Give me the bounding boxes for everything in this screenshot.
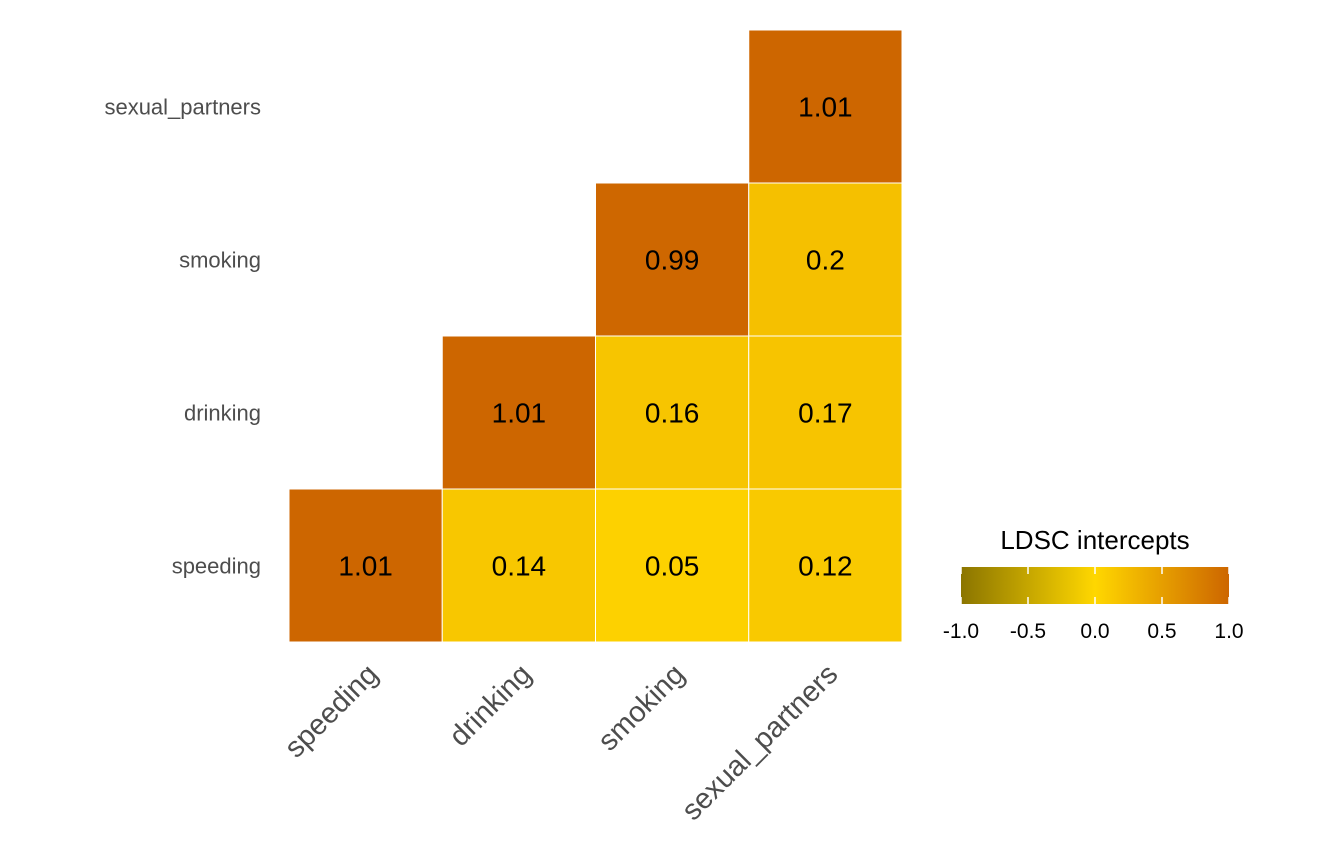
cell-value-label-smoking-speeding: 0.05 xyxy=(645,551,700,582)
cell-value-label-sexual_partners-speeding: 0.12 xyxy=(798,551,853,582)
heatmap-cells xyxy=(288,29,903,643)
cell-value-label-sexual_partners-smoking: 0.2 xyxy=(806,245,845,276)
cell-value-label-drinking-speeding: 0.14 xyxy=(492,551,547,582)
heatmap-cell-sexual_partners-drinking xyxy=(748,335,903,490)
legend-tick-label: 1.0 xyxy=(1214,620,1243,643)
cell-value-label-sexual_partners-sexual_partners: 1.01 xyxy=(798,92,853,123)
heatmap-cell-drinking-drinking xyxy=(441,335,596,490)
x-tick-label-drinking: drinking xyxy=(443,658,537,752)
heatmap-cell-sexual_partners-speeding xyxy=(748,488,903,643)
heatmap-cell-smoking-smoking xyxy=(595,182,750,337)
cell-value-label-speeding-speeding: 1.01 xyxy=(338,551,393,582)
cell-value-label-smoking-smoking: 0.99 xyxy=(645,245,700,276)
y-tick-label-drinking: drinking xyxy=(184,401,261,426)
legend-tick-label: -1.0 xyxy=(943,620,979,643)
cell-value-label-smoking-drinking: 0.16 xyxy=(645,398,700,429)
y-axis-tick-labels: speeding drinking smoking sexual_partners xyxy=(104,95,261,579)
legend-title: LDSC intercepts xyxy=(1000,525,1189,555)
cell-value-label-drinking-drinking: 1.01 xyxy=(492,398,547,429)
legend-tick-label: -0.5 xyxy=(1010,620,1046,643)
color-legend: LDSC intercepts -1.0 -0.5 0.0 0.5 1.0 xyxy=(943,525,1244,643)
legend-tick-label: 0.5 xyxy=(1147,620,1176,643)
heatmap-cell-smoking-drinking xyxy=(595,335,750,490)
legend-tick-label: 0.0 xyxy=(1080,620,1109,643)
heatmap-cell-sexual_partners-smoking xyxy=(748,182,903,337)
x-tick-label-smoking: smoking xyxy=(592,658,691,757)
legend-ticks: -1.0 -0.5 0.0 0.5 1.0 xyxy=(943,567,1244,643)
y-tick-label-smoking: smoking xyxy=(179,248,261,273)
y-tick-label-speeding: speeding xyxy=(172,554,261,579)
heatmap-cell-labels: 1.01 0.14 0.05 0.12 1.01 0.16 0.17 0.99 0.2 1.01 xyxy=(338,92,852,582)
heatmap-cell-drinking-speeding xyxy=(441,488,596,643)
heatmap-cell-sexual_partners-sexual_partners xyxy=(748,29,903,184)
cell-value-label-sexual_partners-drinking: 0.17 xyxy=(798,398,853,429)
y-tick-label-sexual_partners: sexual_partners xyxy=(104,95,261,120)
heatmap-cell-speeding-speeding xyxy=(288,488,443,643)
x-tick-label-speeding: speeding xyxy=(279,658,385,764)
x-tick-label-sexual_partners: sexual_partners xyxy=(676,658,845,827)
